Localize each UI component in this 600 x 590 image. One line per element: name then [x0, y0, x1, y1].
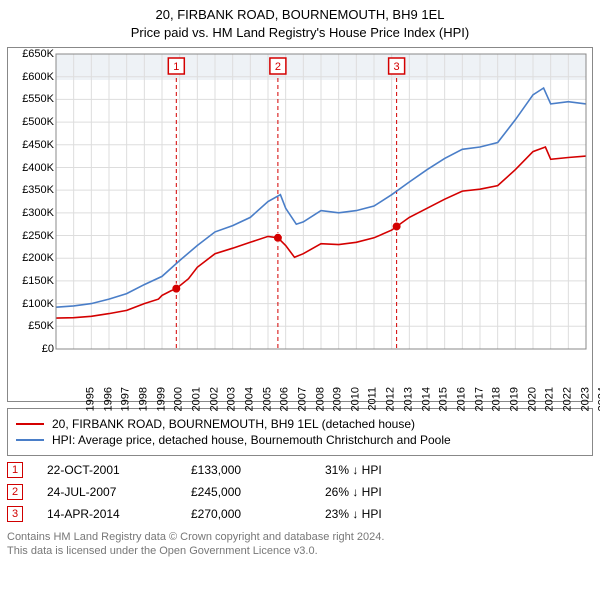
- x-axis-tick: 2005: [261, 387, 273, 411]
- event-date: 14-APR-2014: [47, 507, 167, 521]
- x-axis-tick: 1999: [155, 387, 167, 411]
- legend-item: 20, FIRBANK ROAD, BOURNEMOUTH, BH9 1EL (…: [16, 417, 584, 431]
- x-axis-tick: 1998: [137, 387, 149, 411]
- legend-item: HPI: Average price, detached house, Bour…: [16, 433, 584, 447]
- x-axis-tick: 2018: [491, 387, 503, 411]
- y-axis-tick: £150K: [10, 275, 54, 287]
- legend-swatch: [16, 423, 44, 425]
- x-axis-tick: 2010: [349, 387, 361, 411]
- svg-text:1: 1: [173, 61, 179, 73]
- footer-line1: Contains HM Land Registry data © Crown c…: [7, 530, 593, 544]
- x-axis-tick: 2020: [526, 387, 538, 411]
- chart-container: £0 £50K £100K £150K £200K £250K £300K £350K £400…: [7, 47, 593, 402]
- y-axis-tick: £600K: [10, 71, 54, 83]
- event-delta: 26% ↓ HPI: [325, 485, 382, 499]
- x-axis-tick: 2022: [561, 387, 573, 411]
- x-axis-tick: 2008: [314, 387, 326, 411]
- footer-line2: This data is licensed under the Open Gov…: [7, 544, 593, 558]
- event-price: £245,000: [191, 485, 301, 499]
- y-axis-tick: £50K: [10, 320, 54, 332]
- event-date: 24-JUL-2007: [47, 485, 167, 499]
- event-delta: 31% ↓ HPI: [325, 463, 382, 477]
- y-axis-tick: £300K: [10, 207, 54, 219]
- y-axis-tick: £450K: [10, 139, 54, 151]
- x-axis-tick: 2017: [473, 387, 485, 411]
- x-axis-tick: 2015: [438, 387, 450, 411]
- x-axis-tick: 2012: [385, 387, 397, 411]
- y-axis-tick: £0: [10, 343, 54, 355]
- x-axis-tick: 2004: [243, 387, 255, 411]
- attribution-footer: Contains HM Land Registry data © Crown c…: [7, 530, 593, 559]
- x-axis-tick: 2013: [402, 387, 414, 411]
- event-row: 1 22-OCT-2001 £133,000 31% ↓ HPI: [7, 462, 593, 478]
- x-axis-tick: 1996: [102, 387, 114, 411]
- x-axis-tick: 2011: [366, 387, 378, 411]
- y-axis-tick: £650K: [10, 48, 54, 60]
- svg-text:2: 2: [275, 61, 281, 73]
- x-axis-tick: 1997: [120, 387, 132, 411]
- x-axis-tick: 2002: [208, 387, 220, 411]
- x-axis-tick: 2006: [279, 387, 291, 411]
- event-badge: 2: [7, 484, 23, 500]
- x-axis-tick: 2016: [455, 387, 467, 411]
- x-axis-tick: 2009: [332, 387, 344, 411]
- event-badge: 1: [7, 462, 23, 478]
- event-delta: 23% ↓ HPI: [325, 507, 382, 521]
- event-date: 22-OCT-2001: [47, 463, 167, 477]
- event-table: 1 22-OCT-2001 £133,000 31% ↓ HPI 2 24-JUL-200…: [7, 462, 593, 522]
- x-axis-tick: 2007: [296, 387, 308, 411]
- event-row: 3 14-APR-2014 £270,000 23% ↓ HPI: [7, 506, 593, 522]
- legend-label: 20, FIRBANK ROAD, BOURNEMOUTH, BH9 1EL (…: [52, 417, 415, 431]
- event-badge: 3: [7, 506, 23, 522]
- x-axis-tick: 2000: [173, 387, 185, 411]
- y-axis-tick: £500K: [10, 116, 54, 128]
- x-axis-tick: 2021: [544, 387, 556, 411]
- y-axis-tick: £550K: [10, 93, 54, 105]
- legend-label: HPI: Average price, detached house, Bour…: [52, 433, 451, 447]
- y-axis-tick: £200K: [10, 252, 54, 264]
- x-axis-tick: 1995: [84, 387, 96, 411]
- event-price: £133,000: [191, 463, 301, 477]
- event-row: 2 24-JUL-2007 £245,000 26% ↓ HPI: [7, 484, 593, 500]
- y-axis-tick: £250K: [10, 230, 54, 242]
- x-axis-tick: 2019: [508, 387, 520, 411]
- svg-text:3: 3: [394, 61, 400, 73]
- x-axis-tick: 2023: [579, 387, 591, 411]
- chart-title-line2: Price paid vs. HM Land Registry's House …: [6, 24, 594, 42]
- event-price: £270,000: [191, 507, 301, 521]
- chart-title-block: 20, FIRBANK ROAD, BOURNEMOUTH, BH9 1EL P…: [6, 6, 594, 41]
- x-axis-tick: 2001: [190, 387, 202, 411]
- legend: 20, FIRBANK ROAD, BOURNEMOUTH, BH9 1EL (…: [7, 408, 593, 456]
- x-axis-tick: 2014: [420, 387, 432, 411]
- legend-swatch: [16, 439, 44, 441]
- y-axis-tick: £400K: [10, 162, 54, 174]
- chart-title-line1: 20, FIRBANK ROAD, BOURNEMOUTH, BH9 1EL: [6, 6, 594, 24]
- plot-area: 1 2 3: [56, 54, 586, 349]
- x-axis-tick: 2003: [226, 387, 238, 411]
- y-axis-tick: £350K: [10, 184, 54, 196]
- y-axis-tick: £100K: [10, 298, 54, 310]
